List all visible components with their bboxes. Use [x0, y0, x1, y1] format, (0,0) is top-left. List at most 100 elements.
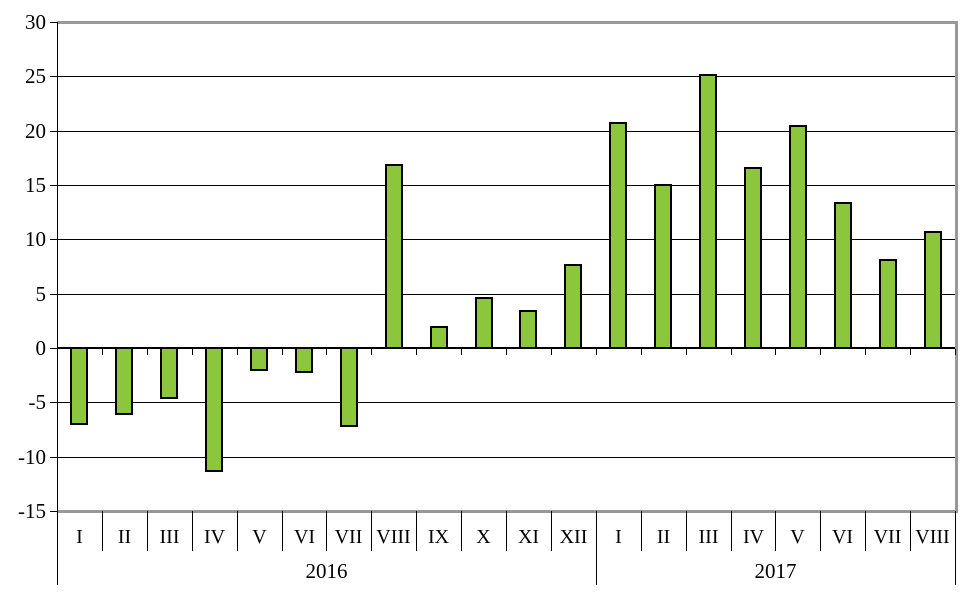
- bar-IV-2017: [744, 167, 762, 349]
- right-edge-line: [955, 511, 956, 585]
- plot-border-bottom: [57, 510, 958, 513]
- y-axis-tick-label: 15: [25, 173, 46, 197]
- x-axis-tick: [326, 349, 327, 355]
- gridline: [57, 294, 955, 295]
- gridline: [57, 131, 955, 132]
- x-axis-tick: [371, 349, 372, 355]
- y-axis-tick: [50, 457, 57, 458]
- month-separator-line: [461, 511, 462, 551]
- month-separator-line: [326, 511, 327, 551]
- bar-II-2016: [115, 347, 133, 415]
- x-axis-tick: [820, 349, 821, 355]
- bar-I-2017: [609, 122, 627, 349]
- y-axis-tick: [50, 294, 57, 295]
- bar-VIII-2016: [385, 164, 403, 349]
- bar-V-2017: [789, 125, 807, 349]
- month-separator-line: [641, 511, 642, 551]
- bar-VII-2017: [879, 259, 897, 349]
- y-axis-tick-label: 5: [35, 282, 47, 306]
- y-axis-tick: [50, 185, 57, 186]
- x-axis-year-label: 2016: [305, 559, 348, 583]
- x-axis-tick: [596, 349, 597, 355]
- x-axis-category-label: VII: [873, 526, 902, 548]
- y-axis-tick-label: -5: [28, 390, 47, 414]
- x-axis-tick: [910, 349, 911, 355]
- y-axis-tick: [50, 131, 57, 132]
- y-axis-tick-label: 0: [35, 336, 47, 360]
- x-axis-tick: [237, 349, 238, 355]
- month-separator-line: [686, 511, 687, 551]
- y-axis-tick-label: 20: [25, 119, 46, 143]
- y-axis-tick: [50, 76, 57, 77]
- x-axis-category-label: II: [656, 526, 671, 548]
- y-axis-tick: [50, 511, 57, 512]
- bar-VI-2016: [295, 347, 313, 373]
- bar-X-2016: [475, 297, 493, 349]
- month-separator-line: [237, 511, 238, 551]
- y-axis-tick: [50, 239, 57, 240]
- month-separator-line: [102, 511, 103, 551]
- x-axis-category-label: IX: [427, 526, 450, 548]
- y-axis-line: [57, 22, 58, 585]
- gridline: [57, 239, 955, 240]
- bar-II-2017: [654, 184, 672, 349]
- bar-XII-2016: [564, 264, 582, 349]
- month-separator-line: [416, 511, 417, 551]
- zero-axis-line: [57, 347, 955, 349]
- x-axis-category-label: IV: [203, 526, 226, 548]
- y-axis-tick: [50, 22, 57, 23]
- month-separator-line: [371, 511, 372, 551]
- month-separator-line: [775, 511, 776, 551]
- year-separator-line: [596, 511, 597, 585]
- x-axis-category-label: I: [615, 526, 622, 548]
- month-separator-line: [192, 511, 193, 551]
- x-axis-tick: [147, 349, 148, 355]
- gridline: [57, 185, 955, 186]
- x-axis-category-label: VI: [293, 526, 316, 548]
- x-axis-tick: [731, 349, 732, 355]
- x-axis-tick: [102, 349, 103, 355]
- x-axis-category-label: III: [159, 526, 180, 548]
- month-separator-line: [731, 511, 732, 551]
- x-axis-tick: [955, 349, 956, 355]
- month-separator-line: [551, 511, 552, 551]
- bar-III-2016: [160, 347, 178, 399]
- x-axis-tick: [57, 349, 58, 355]
- bar-I-2016: [70, 347, 88, 425]
- x-axis-category-label: XII: [559, 526, 588, 548]
- bar-VI-2017: [834, 202, 852, 349]
- month-separator-line: [865, 511, 866, 551]
- bar-III-2017: [699, 74, 717, 349]
- bar-XI-2016: [519, 310, 537, 349]
- x-axis-category-label: IV: [742, 526, 765, 548]
- bar-IV-2016: [205, 347, 223, 472]
- x-axis-category-label: V: [252, 526, 267, 548]
- x-axis-category-label: XI: [517, 526, 540, 548]
- x-axis-category-label: III: [698, 526, 719, 548]
- month-separator-line: [506, 511, 507, 551]
- x-axis-tick: [506, 349, 507, 355]
- plot-border-right: [955, 21, 958, 513]
- y-axis-tick-label: -10: [18, 445, 46, 469]
- x-axis-tick: [461, 349, 462, 355]
- x-axis-tick: [551, 349, 552, 355]
- x-axis-category-label: VIII: [915, 526, 950, 548]
- y-axis-tick-label: -15: [18, 499, 46, 523]
- x-axis-category-label: V: [790, 526, 805, 548]
- gridline: [57, 76, 955, 77]
- x-axis-category-label: VI: [831, 526, 854, 548]
- bar-VIII-2017: [924, 231, 942, 349]
- y-axis-tick-label: 25: [25, 64, 46, 88]
- bar-IX-2016: [430, 326, 448, 349]
- bar-VII-2016: [340, 347, 358, 427]
- month-separator-line: [910, 511, 911, 551]
- plot-border-top: [57, 21, 958, 24]
- x-axis-tick: [192, 349, 193, 355]
- x-axis-year-label: 2017: [754, 559, 797, 583]
- y-axis-tick-label: 10: [25, 227, 46, 251]
- month-separator-line: [282, 511, 283, 551]
- x-axis-category-label: II: [117, 526, 132, 548]
- x-axis-category-label: VII: [334, 526, 363, 548]
- x-axis-category-label: I: [76, 526, 83, 548]
